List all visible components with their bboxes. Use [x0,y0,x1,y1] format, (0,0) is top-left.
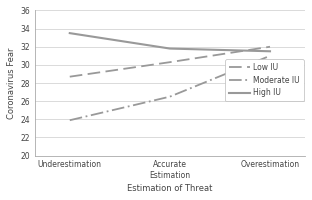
Legend: Low IU, Moderate IU, High IU: Low IU, Moderate IU, High IU [225,59,304,101]
Y-axis label: Coronavirus Fear: Coronavirus Fear [7,47,16,119]
X-axis label: Estimation of Threat: Estimation of Threat [127,184,212,193]
